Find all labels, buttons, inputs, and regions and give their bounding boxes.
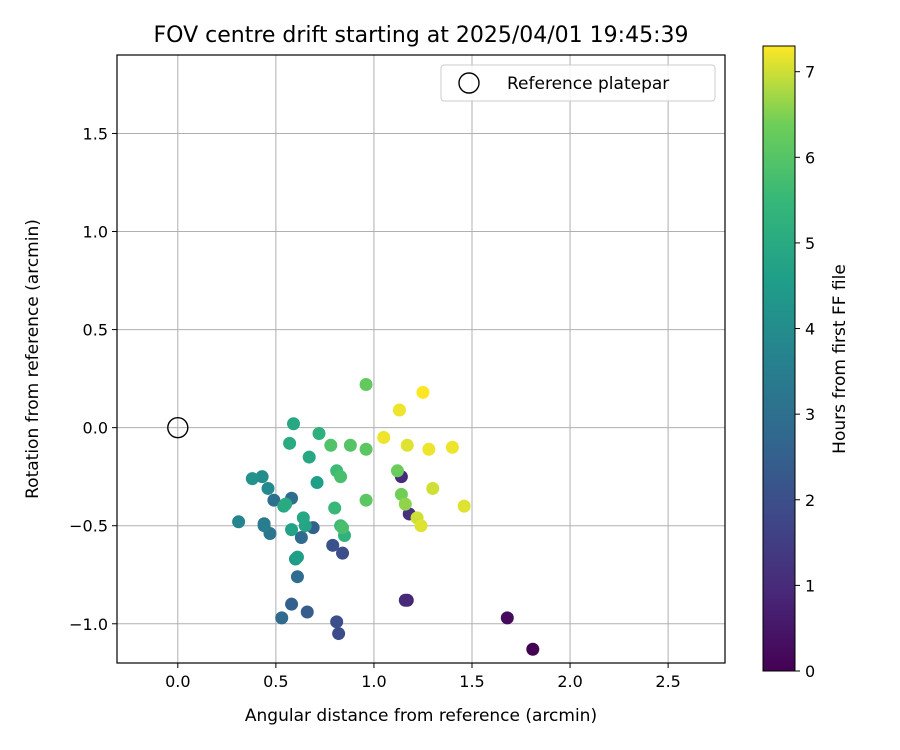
y-tick-label: 1.0	[83, 223, 108, 242]
scatter-point	[232, 515, 246, 529]
x-axis-label: Angular distance from reference (arcmin)	[245, 706, 597, 726]
colorbar-tick-label: 3	[805, 405, 815, 424]
scatter-point	[283, 436, 297, 450]
colorbar-tick-label: 0	[805, 662, 815, 681]
scatter-point	[300, 605, 314, 619]
y-tick-label: 0.5	[83, 321, 108, 340]
colorbar-tick-label: 6	[805, 148, 815, 167]
scatter-point	[294, 530, 308, 544]
x-tick-label: 0.5	[263, 672, 288, 691]
scatter-point	[287, 417, 301, 431]
reference-platepar-marker	[167, 416, 189, 439]
scatter-point	[400, 438, 414, 452]
scatter-point	[445, 440, 459, 454]
scatter-point	[426, 481, 440, 495]
chart-title: FOV centre drift starting at 2025/04/01 …	[154, 23, 689, 48]
legend-reference-marker-icon	[458, 72, 480, 94]
scatter-point	[334, 470, 348, 484]
scatter-point	[416, 385, 430, 399]
scatter-point	[245, 472, 259, 486]
scatter-point	[343, 438, 357, 452]
legend: Reference platepar	[440, 64, 716, 102]
colorbar-tick-label: 4	[805, 320, 815, 339]
y-tick-label: −1.0	[69, 615, 108, 634]
scatter-point	[312, 427, 326, 441]
scatter-point	[279, 497, 293, 511]
y-axis-label: Rotation from reference (arcmin)	[23, 219, 43, 499]
colorbar: 0 1 2 3 4 5 6 7 Hours from first FF file	[762, 45, 850, 681]
x-tick-label: 1.5	[459, 672, 484, 691]
scatter-point	[290, 550, 304, 564]
scatter-point	[328, 501, 342, 515]
plot-frame	[116, 54, 726, 664]
scatter-points	[232, 377, 540, 656]
y-tick-label: 1.5	[83, 124, 108, 143]
y-tick-label: 0.0	[83, 419, 108, 438]
scatter-point	[255, 470, 269, 484]
scatter-point	[330, 615, 344, 629]
scatter-point	[261, 481, 275, 495]
scatter-point	[310, 476, 324, 490]
scatter-point	[414, 519, 428, 533]
x-tick-label: 1.0	[361, 672, 386, 691]
colorbar-tick-label: 2	[805, 491, 815, 510]
y-tick-label: −0.5	[69, 517, 108, 536]
x-tick-label: 2.5	[655, 672, 680, 691]
scatter-point	[336, 546, 350, 560]
scatter-point	[377, 430, 391, 444]
colorbar-tick-label: 5	[805, 234, 815, 253]
scatter-point	[359, 493, 373, 507]
scatter-point	[336, 521, 350, 535]
scatter-point	[398, 497, 412, 511]
x-tick-label: 2.0	[557, 672, 582, 691]
y-axis-ticks: −1.0 −0.5 0.0 0.5 1.0 1.5	[69, 124, 117, 634]
scatter-point	[359, 377, 373, 391]
scatter-point	[359, 442, 373, 456]
scatter-point	[285, 597, 299, 611]
grid-lines	[117, 55, 725, 663]
scatter-point	[257, 519, 271, 533]
scatter-point	[275, 611, 289, 625]
reference-marker-layer	[167, 416, 189, 439]
scatter-point	[394, 487, 408, 501]
scatter-point	[324, 438, 338, 452]
colorbar-label: Hours from first FF file	[830, 264, 850, 454]
colorbar-ticks: 0 1 2 3 4 5 6 7	[795, 63, 815, 681]
scatter-point	[267, 493, 281, 507]
scatter-point	[290, 570, 304, 584]
scatter-point	[457, 499, 471, 513]
scatter-point	[390, 464, 404, 478]
colorbar-gradient	[762, 45, 796, 672]
colorbar-tick-label: 1	[805, 576, 815, 595]
scatter-point	[422, 442, 436, 456]
legend-box	[440, 64, 716, 102]
scatter-point	[326, 538, 340, 552]
legend-entry-reference: Reference platepar	[507, 74, 669, 94]
scatter-point	[392, 403, 406, 417]
scatter-point	[526, 642, 540, 656]
scatter-point	[285, 523, 299, 537]
scatter-point	[332, 627, 346, 641]
colorbar-tick-label: 7	[805, 63, 815, 82]
x-tick-label: 0.0	[165, 672, 190, 691]
scatter-point	[302, 450, 316, 464]
scatter-point	[296, 511, 310, 525]
x-axis-ticks: 0.0 0.5 1.0 1.5 2.0 2.5	[165, 663, 681, 691]
scatter-point	[398, 593, 412, 607]
scatter-point	[500, 611, 514, 625]
